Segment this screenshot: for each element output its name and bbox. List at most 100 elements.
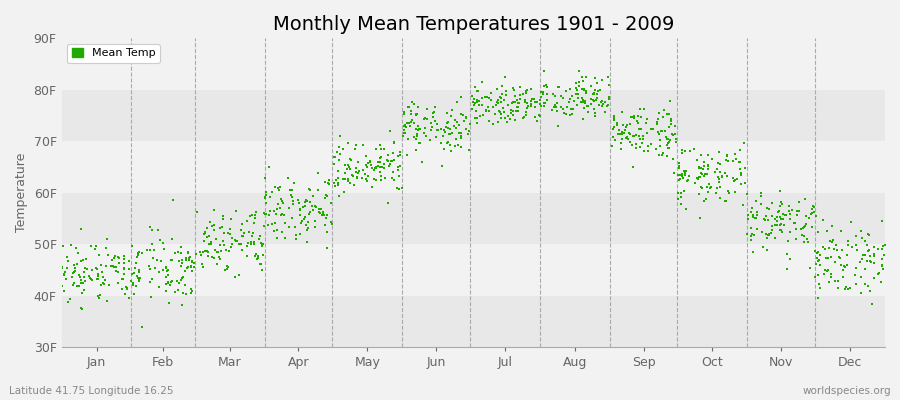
Point	[402, 120, 417, 126]
Point	[853, 273, 868, 280]
Point	[183, 254, 197, 260]
Point	[711, 160, 725, 166]
Point	[435, 162, 449, 169]
Point	[562, 99, 576, 105]
Point	[204, 254, 219, 260]
Point	[386, 150, 400, 156]
Point	[862, 258, 877, 264]
Point	[382, 128, 397, 134]
Point	[256, 252, 271, 258]
Point	[237, 230, 251, 236]
Point	[216, 238, 230, 244]
Point	[474, 79, 489, 85]
Point	[519, 90, 534, 96]
Point	[386, 138, 400, 145]
Point	[83, 274, 97, 281]
Point	[175, 257, 189, 263]
Point	[818, 267, 832, 273]
Point	[661, 140, 675, 146]
Point	[286, 201, 301, 207]
Point	[688, 180, 703, 186]
Point	[579, 88, 593, 94]
Point	[383, 161, 398, 167]
Point	[399, 124, 413, 130]
Point	[391, 167, 405, 173]
Point	[464, 106, 479, 112]
Point	[374, 177, 388, 184]
Point	[436, 127, 451, 134]
Point	[806, 203, 820, 210]
Point	[819, 255, 833, 261]
Point	[308, 218, 322, 224]
Point	[338, 170, 353, 176]
Point	[411, 126, 426, 133]
Point	[212, 225, 227, 231]
Point	[628, 132, 643, 138]
Point	[91, 271, 105, 278]
Point	[130, 250, 145, 256]
Point	[341, 164, 356, 170]
Point	[595, 102, 609, 109]
Point	[441, 125, 455, 131]
Point	[787, 220, 801, 226]
Point	[347, 182, 362, 188]
Point	[652, 131, 666, 138]
Point	[406, 134, 420, 140]
Point	[144, 276, 158, 282]
Point	[741, 212, 755, 218]
Point	[325, 220, 339, 227]
Point	[824, 253, 838, 260]
Point	[471, 88, 485, 94]
Point	[762, 206, 777, 212]
Point	[705, 156, 719, 163]
Point	[626, 164, 641, 170]
Point	[690, 176, 705, 182]
Point	[175, 302, 189, 309]
Point	[830, 246, 844, 253]
Point	[371, 159, 385, 166]
Point	[588, 113, 602, 119]
Point	[111, 280, 125, 286]
Point	[534, 96, 548, 103]
Point	[806, 204, 821, 210]
Point	[175, 244, 189, 250]
Point	[419, 116, 434, 122]
Point	[314, 206, 328, 212]
Point	[248, 250, 263, 257]
Point	[350, 174, 365, 181]
Point	[349, 175, 364, 182]
Point	[596, 101, 610, 108]
Point	[181, 249, 195, 255]
Point	[269, 227, 284, 233]
Point	[839, 284, 853, 290]
Point	[330, 180, 345, 186]
Point	[614, 146, 628, 152]
Point	[410, 146, 424, 153]
Point	[835, 266, 850, 273]
Point	[231, 240, 246, 247]
Point	[509, 104, 524, 110]
Point	[447, 142, 462, 149]
Point	[100, 236, 114, 242]
Point	[311, 187, 326, 193]
Point	[575, 116, 590, 122]
Point	[207, 207, 221, 213]
Point	[710, 184, 724, 191]
Point	[754, 229, 769, 236]
Point	[864, 259, 878, 265]
Point	[443, 142, 457, 148]
Point	[229, 274, 243, 280]
Point	[79, 255, 94, 262]
Point	[713, 168, 727, 175]
Point	[257, 210, 272, 217]
Point	[296, 216, 310, 223]
Point	[171, 258, 185, 264]
Point	[150, 256, 165, 263]
Point	[690, 174, 705, 181]
Point	[625, 142, 639, 148]
Point	[159, 268, 174, 274]
Point	[392, 149, 407, 156]
Point	[649, 146, 663, 152]
Point	[738, 164, 752, 171]
Point	[728, 188, 742, 195]
